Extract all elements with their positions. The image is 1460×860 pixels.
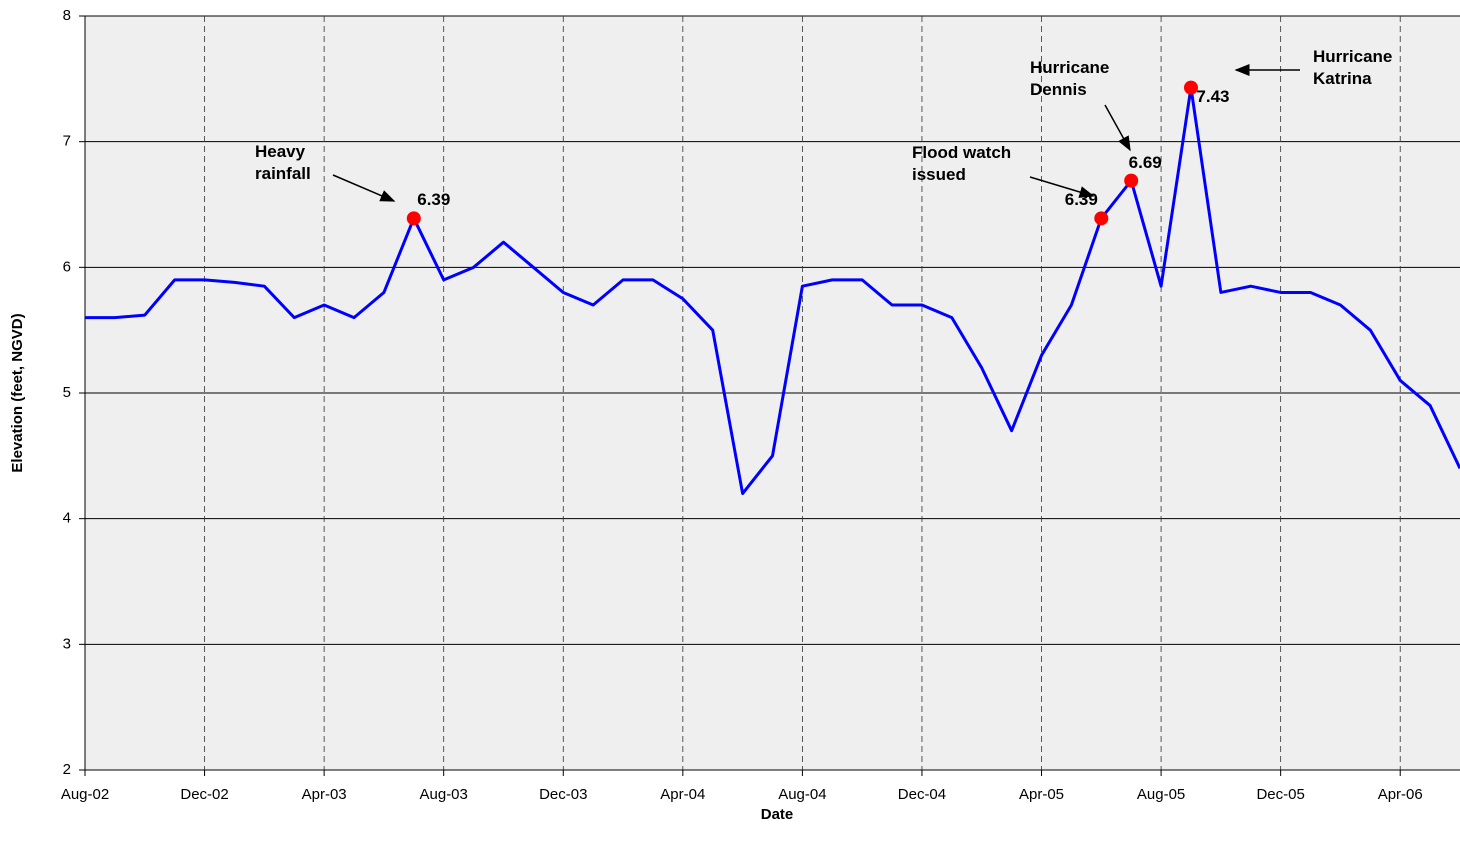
annotation: Flood watch issued <box>912 143 1012 184</box>
x-tick-label: Dec-03 <box>539 786 587 803</box>
y-axis-label: Elevation (feet, NGVD) <box>9 313 26 472</box>
y-tick-label: 3 <box>63 635 71 652</box>
x-tick-label: Dec-05 <box>1256 786 1304 803</box>
y-tick-label: 5 <box>63 384 71 401</box>
x-tick-label: Aug-04 <box>778 786 826 803</box>
x-axis-label: Date <box>761 806 794 823</box>
y-tick-label: 7 <box>63 133 71 150</box>
data-label: 6.69 <box>1129 153 1162 172</box>
highlight-point <box>406 211 421 226</box>
highlight-point <box>1094 211 1109 226</box>
data-label: 6.39 <box>417 190 450 209</box>
data-label: 6.39 <box>1065 190 1098 209</box>
y-tick-label: 4 <box>63 510 71 527</box>
data-label: 7.43 <box>1196 87 1229 106</box>
x-tick-label: Apr-04 <box>660 786 705 803</box>
x-tick-label: Apr-03 <box>302 786 347 803</box>
x-tick-label: Aug-05 <box>1137 786 1185 803</box>
annotation: Heavy rainfall <box>255 142 311 183</box>
y-tick-label: 6 <box>63 258 71 275</box>
x-tick-label: Dec-02 <box>180 786 228 803</box>
x-tick-label: Apr-05 <box>1019 786 1064 803</box>
x-tick-label: Apr-06 <box>1378 786 1423 803</box>
line-series <box>85 86 1460 496</box>
y-tick-label: 8 <box>63 7 71 24</box>
highlight-point <box>1124 173 1139 188</box>
x-tick-label: Dec-04 <box>898 786 946 803</box>
x-tick-label: Aug-02 <box>61 786 109 803</box>
annotation: Hurricane Dennis <box>1030 58 1110 99</box>
annotation-arrows <box>332 64 1300 202</box>
x-tick-label: Aug-03 <box>420 786 468 803</box>
y-tick-label: 2 <box>63 761 71 778</box>
annotation: Hurricane Katrina <box>1313 47 1393 88</box>
highlight-point <box>1183 80 1198 95</box>
